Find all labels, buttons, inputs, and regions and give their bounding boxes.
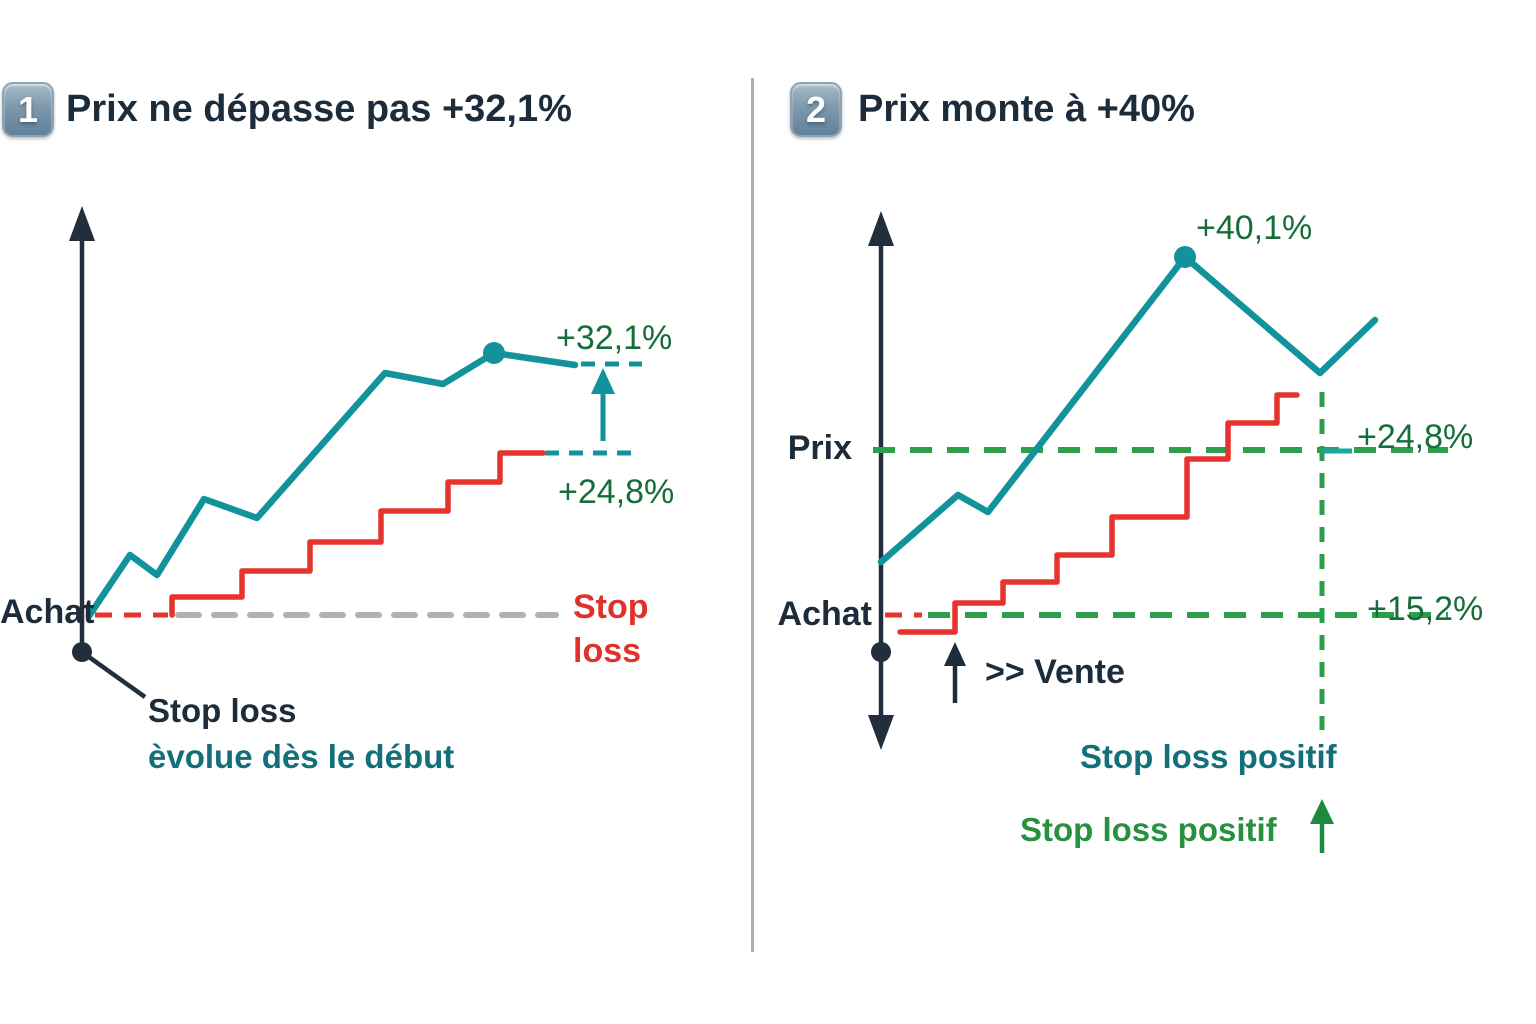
panel1-stop-loss-word1: Stop: [573, 588, 649, 626]
panel2-badge-number: 2: [805, 88, 827, 130]
panel2-stop-positif-teal-label: Stop loss positif: [1080, 738, 1337, 775]
panel1-axis-up-arrowhead: [69, 206, 95, 241]
panel2-number-badge: 2: [790, 82, 842, 137]
panel2-chart: [868, 211, 1448, 853]
panel1-price-peak-marker: [483, 342, 505, 364]
panel1-callout-title: Stop loss: [148, 692, 297, 729]
panel1-achat-label: Achat: [0, 593, 95, 631]
panel2-title: Prix monte à +40%: [858, 88, 1195, 130]
panel2-achat-dot: [871, 642, 891, 662]
panel1-title: Prix ne dépasse pas +32,1%: [66, 88, 572, 130]
panel-divider: [751, 78, 754, 952]
panel2-prix-label: Prix: [787, 429, 852, 467]
panel2-axis-down-arrowhead: [868, 715, 894, 750]
panel2-achat-label: Achat: [777, 595, 872, 633]
panel-scenario-1: 1 Prix ne dépasse pas +32,1% Achat +32,1…: [0, 0, 753, 1024]
panel1-badge-number: 1: [17, 88, 39, 130]
panel2-vente-arrow-head: [944, 642, 966, 666]
panel1-stop-value-label: +24,8%: [558, 473, 675, 511]
panel1-gain-arrow-head: [591, 368, 615, 394]
panel1-price-line: [85, 349, 579, 620]
panel2-stop-level-label: +15,2%: [1367, 590, 1484, 628]
panel2-price-line: [877, 253, 1379, 566]
panel2-vente-label: >> Vente: [985, 653, 1125, 691]
panel1-peak-value-label: +32,1%: [556, 319, 673, 357]
panel1-callout-line: [80, 650, 147, 699]
panel2-price-peak-marker: [1174, 246, 1196, 268]
panel2-stop-positif-green-label: Stop loss positif: [1020, 811, 1277, 848]
panel2-stop-positif-arrow-head: [1310, 799, 1334, 824]
panel2-axis-up-arrowhead: [868, 211, 894, 246]
panel1-stop-loss-line: [169, 450, 546, 618]
panel2-sell-level-label: +24,8%: [1357, 418, 1474, 456]
panel1-number-badge: 1: [2, 82, 54, 137]
panel-scenario-2: 2 Prix monte à +40% Prix Achat +40,1% +2…: [755, 0, 1536, 1024]
panel1-chart: [69, 206, 642, 699]
panel1-stop-loss-label: Stop loss: [573, 585, 649, 673]
panel1-callout-sub: èvolue dès le début: [148, 738, 455, 775]
panel1-stop-loss-word2: loss: [573, 632, 642, 671]
panel2-peak-value-label: +40,1%: [1196, 209, 1313, 247]
panel2-stop-loss-line: [897, 392, 1300, 635]
